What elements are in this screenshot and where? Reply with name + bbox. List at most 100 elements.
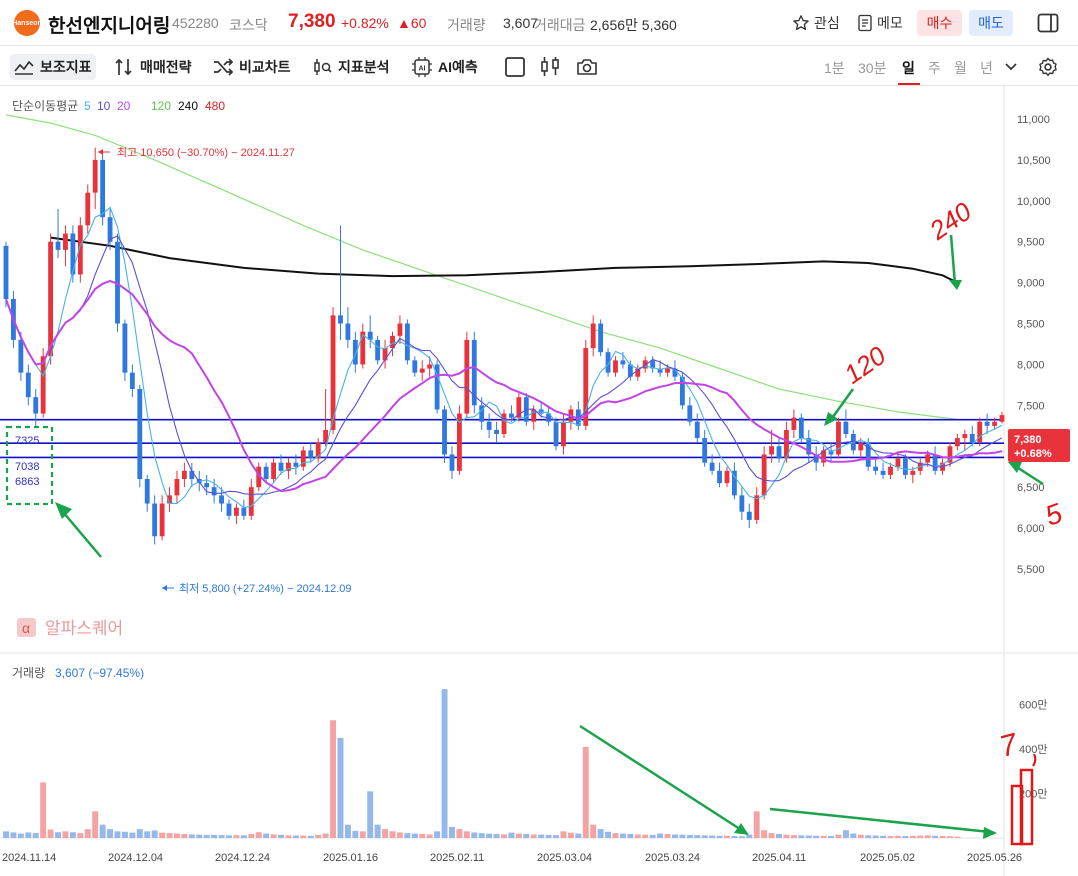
candle-analysis-icon	[314, 59, 332, 75]
date-tick-label: 2025.02.11	[430, 852, 484, 864]
candle-body	[501, 413, 507, 434]
candle	[315, 438, 321, 463]
ai-predict-button[interactable]: AI AI예측	[408, 54, 482, 80]
volume-bar	[99, 824, 106, 838]
candle	[323, 389, 329, 447]
candle-body	[494, 429, 499, 434]
candle-body	[419, 368, 425, 373]
candle	[732, 462, 737, 500]
period-week[interactable]: 주	[928, 60, 941, 76]
memo-button[interactable]: 메모	[857, 13, 903, 33]
date-tick-label: 2025.05.26	[967, 852, 1022, 864]
candle-body	[63, 233, 68, 250]
candle-body	[516, 397, 522, 418]
candle-body	[687, 405, 693, 422]
candle	[598, 319, 604, 357]
candle-body	[271, 462, 276, 479]
svg-text:AI: AI	[419, 66, 426, 73]
ma-legend-item: 5	[84, 99, 91, 113]
volume-bar	[322, 833, 329, 838]
last-price-tag: 7,380 +0.68%	[1008, 429, 1070, 462]
candle-body	[55, 241, 61, 250]
candle-body	[575, 409, 581, 426]
candle-body	[509, 413, 514, 418]
compare-chart-button[interactable]: 비교차트	[209, 54, 295, 80]
volume-bar	[367, 791, 374, 838]
current-price: 7,380	[288, 11, 336, 32]
candle-body	[806, 438, 812, 455]
period-month[interactable]: 월	[954, 60, 967, 76]
period-1min[interactable]: 1분	[824, 60, 845, 76]
ma20-path	[5, 279, 1003, 493]
candle-body	[791, 417, 797, 430]
candle-body	[650, 360, 656, 369]
candle-body	[642, 360, 648, 369]
settings-gear-icon[interactable]	[1037, 56, 1059, 78]
candle	[449, 446, 455, 479]
candle-body	[702, 438, 708, 463]
volume-bar	[515, 833, 522, 838]
candle-body	[345, 323, 351, 340]
volume-bar	[634, 834, 641, 838]
chevron-down-icon[interactable]	[1003, 58, 1019, 74]
candle	[152, 495, 158, 545]
candle-body	[18, 339, 24, 373]
sell-button[interactable]: 매도	[969, 10, 1013, 36]
candle	[791, 409, 797, 439]
candle	[553, 417, 559, 451]
candle-body	[211, 487, 217, 496]
candle-body	[880, 470, 886, 475]
candle-body	[598, 323, 604, 353]
volume-bar	[538, 834, 545, 838]
strategy-button[interactable]: 매매전략	[110, 54, 196, 80]
candle-body	[456, 413, 462, 471]
volume-bar	[307, 835, 314, 838]
volume-bar	[382, 829, 389, 838]
candle	[181, 462, 187, 488]
side-panel-toggle-icon[interactable]	[1036, 11, 1060, 35]
date-tick-label: 2024.11.14	[2, 852, 56, 864]
candle-body	[300, 450, 306, 467]
candle-body	[442, 409, 447, 455]
candle	[873, 458, 879, 475]
ma120-path	[5, 114, 958, 420]
candle	[18, 331, 24, 381]
moving-average-lines	[5, 206, 1003, 509]
candle-body	[189, 470, 195, 479]
price-tick-label: 10,000	[1017, 196, 1051, 208]
volume-bar	[292, 835, 299, 838]
camera-icon[interactable]	[576, 56, 598, 78]
candle-body	[107, 217, 113, 242]
candle-body	[858, 442, 864, 451]
candle	[3, 241, 9, 308]
price-tick-label: 5,500	[1017, 564, 1045, 576]
volume-bar	[657, 833, 664, 838]
candle-body	[40, 356, 46, 414]
favorite-button[interactable]: 관심	[792, 13, 840, 33]
volume-bar	[359, 831, 366, 838]
volume-bar	[946, 836, 953, 838]
volume-bar	[857, 834, 864, 838]
chart-area[interactable]: 11,000 10,500 10,000 9,500 9,000 8,500 8,000 7,…	[0, 86, 1078, 876]
candle	[888, 462, 893, 479]
period-30min[interactable]: 30분	[858, 60, 887, 76]
candle	[717, 462, 722, 488]
candle	[48, 233, 54, 365]
shuffle-icon	[214, 58, 233, 76]
candle-body	[754, 495, 760, 520]
date-tick-label: 2025.04.11	[752, 852, 806, 864]
buy-button[interactable]: 매수	[917, 10, 962, 36]
candle	[962, 429, 968, 451]
price-chart-svg[interactable]: 11,000 10,500 10,000 9,500 9,000 8,500 8,000 7,…	[0, 86, 1078, 876]
candle-body	[672, 368, 678, 377]
period-day[interactable]: 일	[902, 60, 915, 76]
period-year[interactable]: 년	[980, 60, 993, 76]
volume-bar	[337, 738, 344, 838]
indicator-button[interactable]: 보조지표	[10, 54, 96, 80]
square-tool-icon[interactable]	[504, 56, 526, 78]
price-tick-label: 10,500	[1017, 155, 1051, 167]
candle-type-icon[interactable]	[539, 56, 561, 78]
volume-bar	[805, 835, 812, 838]
volume-bar	[842, 830, 849, 838]
indicator-analysis-button[interactable]: 지표분석	[308, 54, 394, 80]
